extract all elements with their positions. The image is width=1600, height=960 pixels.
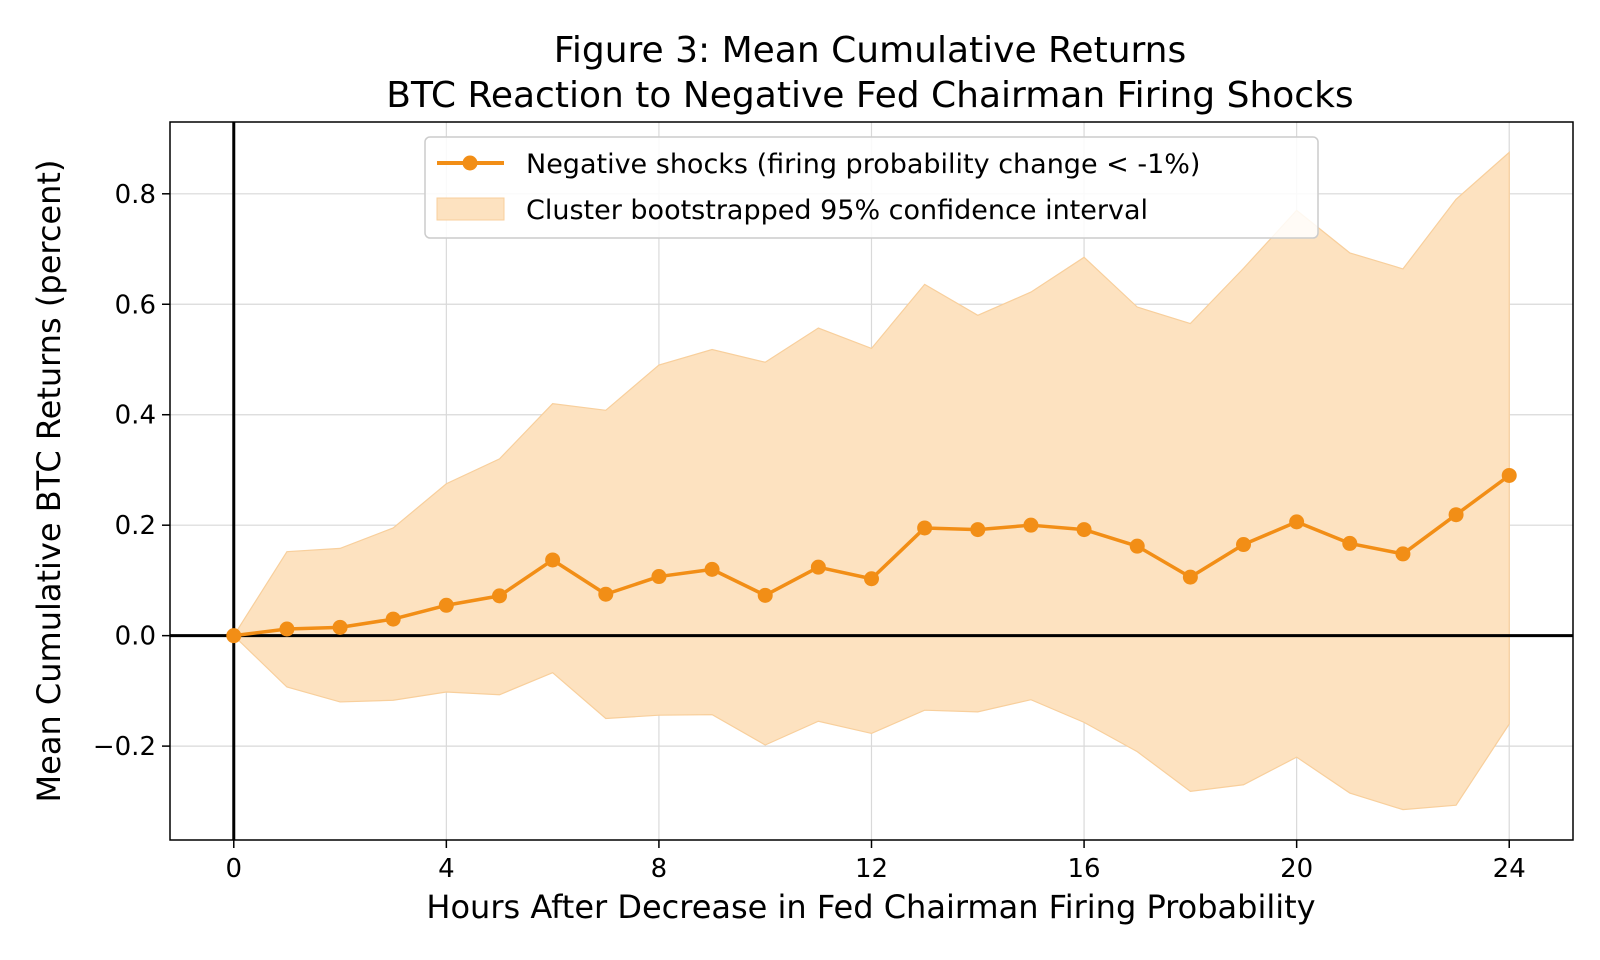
data-point-20 xyxy=(1289,514,1305,530)
data-point-0 xyxy=(226,628,242,644)
data-point-2 xyxy=(332,619,348,635)
data-point-4 xyxy=(438,597,454,613)
y-tick-label-0: −0.2 xyxy=(93,732,156,762)
legend-box xyxy=(424,136,1319,239)
y-tick-label-4: 0.6 xyxy=(115,290,156,320)
y-ticks: −0.2 0.0 0.2 0.4 0.6 0.8 xyxy=(93,180,170,762)
legend-series-label: Negative shocks (firing probability chan… xyxy=(526,149,1200,180)
data-point-9 xyxy=(704,561,720,577)
y-tick-label-2: 0.2 xyxy=(115,511,156,541)
x-tick-label-5: 20 xyxy=(1280,854,1313,884)
x-tick-label-2: 8 xyxy=(651,854,668,884)
data-point-15 xyxy=(1023,517,1039,533)
y-tick-label-5: 0.8 xyxy=(115,180,156,210)
legend-band-label: Cluster bootstrapped 95% confidence inte… xyxy=(526,195,1148,226)
x-tick-label-6: 24 xyxy=(1493,854,1526,884)
x-tick-label-4: 16 xyxy=(1068,854,1101,884)
reference-lines xyxy=(170,122,1573,840)
data-point-21 xyxy=(1342,535,1358,551)
x-ticks: 0 4 8 12 16 20 24 xyxy=(225,840,1526,884)
x-axis-label: Hours After Decrease in Fed Chairman Fir… xyxy=(426,888,1315,926)
y-axis-label: Mean Cumulative BTC Returns (percent) xyxy=(30,160,68,803)
data-point-7 xyxy=(598,586,614,602)
data-point-17 xyxy=(1129,538,1145,554)
data-point-14 xyxy=(970,522,986,538)
data-point-6 xyxy=(545,552,561,568)
data-point-13 xyxy=(917,520,933,536)
data-point-18 xyxy=(1182,569,1198,585)
data-point-1 xyxy=(279,621,295,637)
x-tick-label-3: 12 xyxy=(855,854,888,884)
data-point-3 xyxy=(385,611,401,627)
data-point-5 xyxy=(491,588,507,604)
legend: Negative shocks (firing probability chan… xyxy=(424,136,1319,239)
legend-band-swatch xyxy=(436,197,505,221)
y-tick-label-1: 0.0 xyxy=(115,622,156,652)
data-point-10 xyxy=(757,587,773,603)
confidence-band xyxy=(233,151,1510,811)
data-point-12 xyxy=(864,571,879,587)
data-point-22 xyxy=(1395,546,1411,562)
data-point-23 xyxy=(1448,507,1464,523)
data-point-24 xyxy=(1501,467,1517,483)
x-tick-label-1: 4 xyxy=(438,854,455,884)
data-point-19 xyxy=(1236,537,1252,553)
confidence-band-layer xyxy=(233,151,1510,811)
x-tick-label-0: 0 xyxy=(225,854,242,884)
chart-subtitle: BTC Reaction to Negative Fed Chairman Fi… xyxy=(386,75,1353,116)
data-point-16 xyxy=(1076,522,1092,538)
legend-marker-swatch xyxy=(462,155,478,171)
series-layer xyxy=(226,467,1517,644)
data-point-8 xyxy=(651,569,667,585)
chart-title: Figure 3: Mean Cumulative Returns xyxy=(554,30,1187,71)
y-tick-label-3: 0.4 xyxy=(115,401,156,431)
data-point-11 xyxy=(810,559,826,575)
